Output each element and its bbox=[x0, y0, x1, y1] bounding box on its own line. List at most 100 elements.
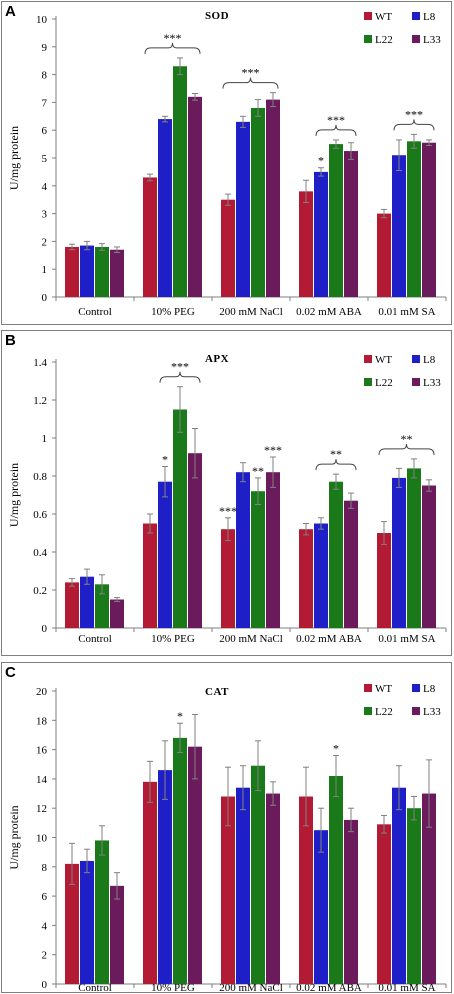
y-tick-label: 10 bbox=[36, 833, 48, 845]
bar-wt bbox=[377, 533, 391, 628]
chart-panel-cat: C 0 2 4 6 8 10 12 14 16 18 20 Control 10% PEG 200 mM … bbox=[1, 662, 452, 994]
legend-swatch-l8 bbox=[412, 684, 420, 692]
chart-title: APX bbox=[205, 353, 229, 365]
bar-l22 bbox=[407, 808, 421, 984]
legend-label-wt: WT bbox=[375, 683, 392, 695]
y-tick-label: 0 bbox=[42, 979, 48, 991]
category-label: 200 mM NaCl bbox=[219, 633, 283, 645]
bar-l33 bbox=[422, 793, 436, 984]
bar-wt bbox=[299, 796, 313, 984]
sod-bar-chart: 0 1 2 3 4 5 6 7 8 9 10 Control 10% PEG 200 mM NaCl 0.0… bbox=[7, 10, 447, 318]
bar-wt bbox=[299, 191, 313, 297]
y-tick-label: 8 bbox=[42, 70, 48, 82]
y-tick-label: 4 bbox=[42, 920, 48, 932]
significance-label: *** bbox=[327, 113, 345, 127]
legend-label-l33: L33 bbox=[423, 34, 441, 46]
bar-l8 bbox=[392, 787, 406, 984]
bar-wt bbox=[377, 213, 391, 297]
significance-label: * bbox=[333, 741, 339, 755]
y-tick-label: 16 bbox=[36, 745, 48, 757]
bar-l22 bbox=[329, 144, 343, 297]
category-label: 200 mM NaCl bbox=[219, 982, 283, 994]
bar-l33 bbox=[188, 453, 202, 628]
y-tick-label: 8 bbox=[42, 862, 48, 874]
category-label: Control bbox=[78, 306, 112, 318]
legend-swatch-wt bbox=[364, 355, 372, 363]
category-label: 0.01 mM SA bbox=[378, 306, 435, 318]
legend-label-l8: L8 bbox=[423, 683, 436, 695]
significance-bracket bbox=[315, 124, 357, 136]
bar-l33 bbox=[110, 885, 124, 984]
y-tick-label: 7 bbox=[42, 97, 48, 109]
significance-label: *** bbox=[171, 360, 189, 374]
y-tick-label: 0.2 bbox=[33, 585, 47, 597]
significance-label: ** bbox=[252, 464, 264, 478]
y-tick-label: 9 bbox=[42, 42, 48, 54]
y-axis-title: U/mg protein bbox=[7, 463, 21, 527]
category-label: 0.01 mM SA bbox=[378, 982, 435, 994]
legend-swatch-l33 bbox=[412, 378, 420, 386]
significance-label: * bbox=[318, 154, 324, 168]
significance-label: *** bbox=[242, 66, 260, 80]
y-tick-label: 12 bbox=[36, 803, 47, 815]
significance-bracket bbox=[222, 77, 279, 89]
y-axis-title: U/mg protein bbox=[7, 126, 21, 190]
bar-wt bbox=[143, 177, 157, 297]
legend-swatch-wt bbox=[364, 684, 372, 692]
significance-bracket bbox=[393, 119, 435, 131]
legend-label-l33: L33 bbox=[423, 377, 441, 389]
y-tick-label: 14 bbox=[36, 774, 48, 786]
bar-l8 bbox=[158, 119, 172, 297]
bar-l33 bbox=[266, 99, 280, 298]
category-label: 0.01 mM SA bbox=[378, 633, 435, 645]
panel-letter-b: B bbox=[5, 332, 16, 349]
y-tick-label: 10 bbox=[36, 14, 48, 26]
bar-l22 bbox=[329, 481, 343, 628]
significance-label: *** bbox=[219, 504, 237, 518]
legend-label-l22: L22 bbox=[375, 34, 393, 46]
bar-l33 bbox=[422, 142, 436, 297]
panel-letter-a: A bbox=[5, 3, 16, 20]
bar-wt bbox=[299, 529, 313, 628]
bar-l33 bbox=[110, 249, 124, 297]
legend-swatch-wt bbox=[364, 12, 372, 20]
bar-l8 bbox=[158, 481, 172, 628]
chart-panel-apx: B 0 0.2 0.4 0.6 0.8 1 1.2 1.4 Control 10% PEG 200 … bbox=[1, 330, 452, 656]
y-tick-label: 0.4 bbox=[33, 547, 47, 559]
bar-wt bbox=[65, 863, 79, 984]
chart-title: SOD bbox=[205, 10, 229, 22]
y-tick-label: 0.8 bbox=[33, 471, 47, 483]
legend-swatch-l22 bbox=[364, 378, 372, 386]
significance-bracket bbox=[315, 459, 357, 471]
bar-l8 bbox=[236, 121, 250, 297]
y-tick-label: 2 bbox=[42, 236, 48, 248]
legend-label-l22: L22 bbox=[375, 706, 393, 718]
bar-l8 bbox=[392, 477, 406, 628]
category-label: 10% PEG bbox=[151, 982, 195, 994]
bar-l33 bbox=[422, 485, 436, 628]
bar-l33 bbox=[344, 151, 358, 297]
cat-bar-chart: 0 2 4 6 8 10 12 14 16 18 20 Control 10% PEG 200 mM Na… bbox=[7, 683, 447, 994]
bar-l22 bbox=[95, 246, 109, 297]
bar-l33 bbox=[110, 599, 124, 628]
panel-letter-c: C bbox=[5, 664, 16, 681]
bar-wt bbox=[65, 246, 79, 297]
bar-l22 bbox=[251, 107, 265, 298]
bar-l8 bbox=[80, 576, 94, 628]
significance-label: * bbox=[162, 453, 168, 467]
bar-l22 bbox=[329, 775, 343, 984]
bar-wt bbox=[377, 824, 391, 984]
y-tick-label: 1 bbox=[42, 433, 48, 445]
apx-bar-chart: 0 0.2 0.4 0.6 0.8 1 1.2 1.4 Control 10% PEG 200 mM… bbox=[7, 353, 447, 645]
legend-label-l8: L8 bbox=[423, 354, 436, 366]
y-tick-label: 4 bbox=[42, 181, 48, 193]
category-label: 0.02 mM ABA bbox=[296, 306, 362, 318]
bar-l33 bbox=[188, 96, 202, 297]
bar-l8 bbox=[236, 472, 250, 628]
chart-title: CAT bbox=[205, 686, 229, 698]
legend-label-wt: WT bbox=[375, 354, 392, 366]
bar-l8 bbox=[314, 523, 328, 628]
bar-wt bbox=[221, 529, 235, 628]
y-tick-label: 1.4 bbox=[33, 357, 47, 369]
category-label: 10% PEG bbox=[151, 633, 195, 645]
